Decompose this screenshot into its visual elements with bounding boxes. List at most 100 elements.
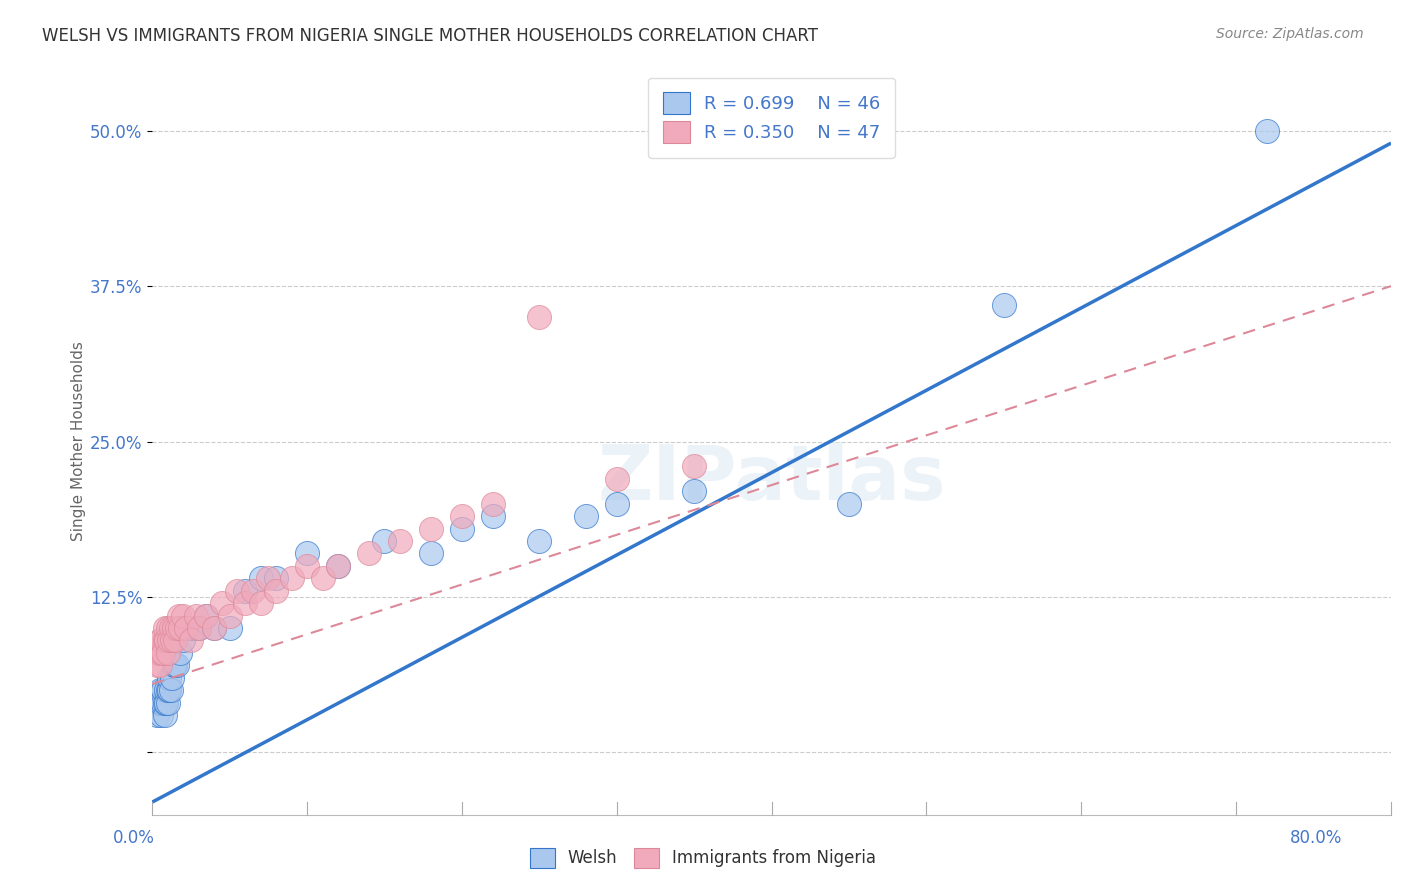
Point	[146, 708, 169, 723]
Point	[482, 497, 505, 511]
Point	[165, 633, 187, 648]
Point	[162, 671, 184, 685]
Point	[150, 646, 173, 660]
Point	[153, 708, 176, 723]
Legend: Welsh, Immigrants from Nigeria: Welsh, Immigrants from Nigeria	[523, 841, 883, 875]
Point	[326, 558, 349, 573]
Point	[163, 621, 186, 635]
Point	[180, 633, 202, 648]
Point	[156, 646, 179, 660]
Point	[152, 683, 174, 698]
Point	[606, 497, 628, 511]
Point	[683, 484, 706, 499]
Point	[195, 608, 218, 623]
Point	[264, 583, 287, 598]
Point	[195, 608, 218, 623]
Point	[202, 621, 225, 635]
Point	[233, 583, 256, 598]
Point	[149, 683, 172, 698]
Point	[155, 633, 177, 648]
Point	[257, 571, 280, 585]
Point	[838, 497, 860, 511]
Point	[218, 608, 240, 623]
Point	[419, 546, 441, 560]
Point	[166, 621, 188, 635]
Point	[157, 633, 180, 648]
Point	[152, 646, 174, 660]
Point	[326, 558, 349, 573]
Point	[211, 596, 233, 610]
Point	[606, 472, 628, 486]
Point	[295, 558, 318, 573]
Point	[148, 696, 170, 710]
Point	[153, 633, 176, 648]
Point	[180, 621, 202, 635]
Point	[169, 621, 191, 635]
Point	[993, 298, 1015, 312]
Point	[529, 310, 551, 325]
Point	[150, 708, 173, 723]
Point	[249, 571, 271, 585]
Legend: R = 0.699    N = 46, R = 0.350    N = 47: R = 0.699 N = 46, R = 0.350 N = 47	[648, 78, 896, 158]
Point	[280, 571, 302, 585]
Point	[149, 696, 172, 710]
Point	[172, 633, 194, 648]
Point	[357, 546, 380, 560]
Point	[146, 658, 169, 673]
Point	[242, 583, 264, 598]
Point	[233, 596, 256, 610]
Point	[166, 658, 188, 673]
Point	[226, 583, 249, 598]
Point	[159, 683, 181, 698]
Point	[156, 696, 179, 710]
Point	[218, 621, 240, 635]
Point	[482, 509, 505, 524]
Point	[149, 658, 172, 673]
Point	[187, 621, 209, 635]
Point	[163, 658, 186, 673]
Point	[149, 633, 172, 648]
Point	[172, 608, 194, 623]
Point	[264, 571, 287, 585]
Y-axis label: Single Mother Households: Single Mother Households	[72, 342, 86, 541]
Point	[150, 696, 173, 710]
Point	[184, 608, 207, 623]
Point	[311, 571, 333, 585]
Point	[529, 534, 551, 549]
Point	[373, 534, 395, 549]
Text: WELSH VS IMMIGRANTS FROM NIGERIA SINGLE MOTHER HOUSEHOLDS CORRELATION CHART: WELSH VS IMMIGRANTS FROM NIGERIA SINGLE …	[42, 27, 818, 45]
Point	[388, 534, 411, 549]
Point	[1256, 124, 1278, 138]
Point	[148, 646, 170, 660]
Point	[162, 633, 184, 648]
Point	[157, 683, 180, 698]
Point	[683, 459, 706, 474]
Point	[153, 621, 176, 635]
Point	[155, 683, 177, 698]
Point	[157, 671, 180, 685]
Point	[155, 696, 177, 710]
Point	[174, 621, 197, 635]
Point	[156, 683, 179, 698]
Point	[295, 546, 318, 560]
Point	[184, 621, 207, 635]
Point	[451, 509, 474, 524]
Text: 80.0%: 80.0%	[1291, 829, 1343, 847]
Point	[202, 621, 225, 635]
Point	[419, 522, 441, 536]
Text: Source: ZipAtlas.com: Source: ZipAtlas.com	[1216, 27, 1364, 41]
Point	[167, 608, 190, 623]
Point	[150, 633, 173, 648]
Text: ZIPatlas: ZIPatlas	[598, 442, 946, 516]
Text: 0.0%: 0.0%	[112, 829, 155, 847]
Point	[165, 658, 187, 673]
Point	[174, 621, 197, 635]
Point	[152, 696, 174, 710]
Point	[575, 509, 598, 524]
Point	[451, 522, 474, 536]
Point	[156, 621, 179, 635]
Point	[159, 621, 181, 635]
Point	[153, 696, 176, 710]
Point	[249, 596, 271, 610]
Point	[187, 621, 209, 635]
